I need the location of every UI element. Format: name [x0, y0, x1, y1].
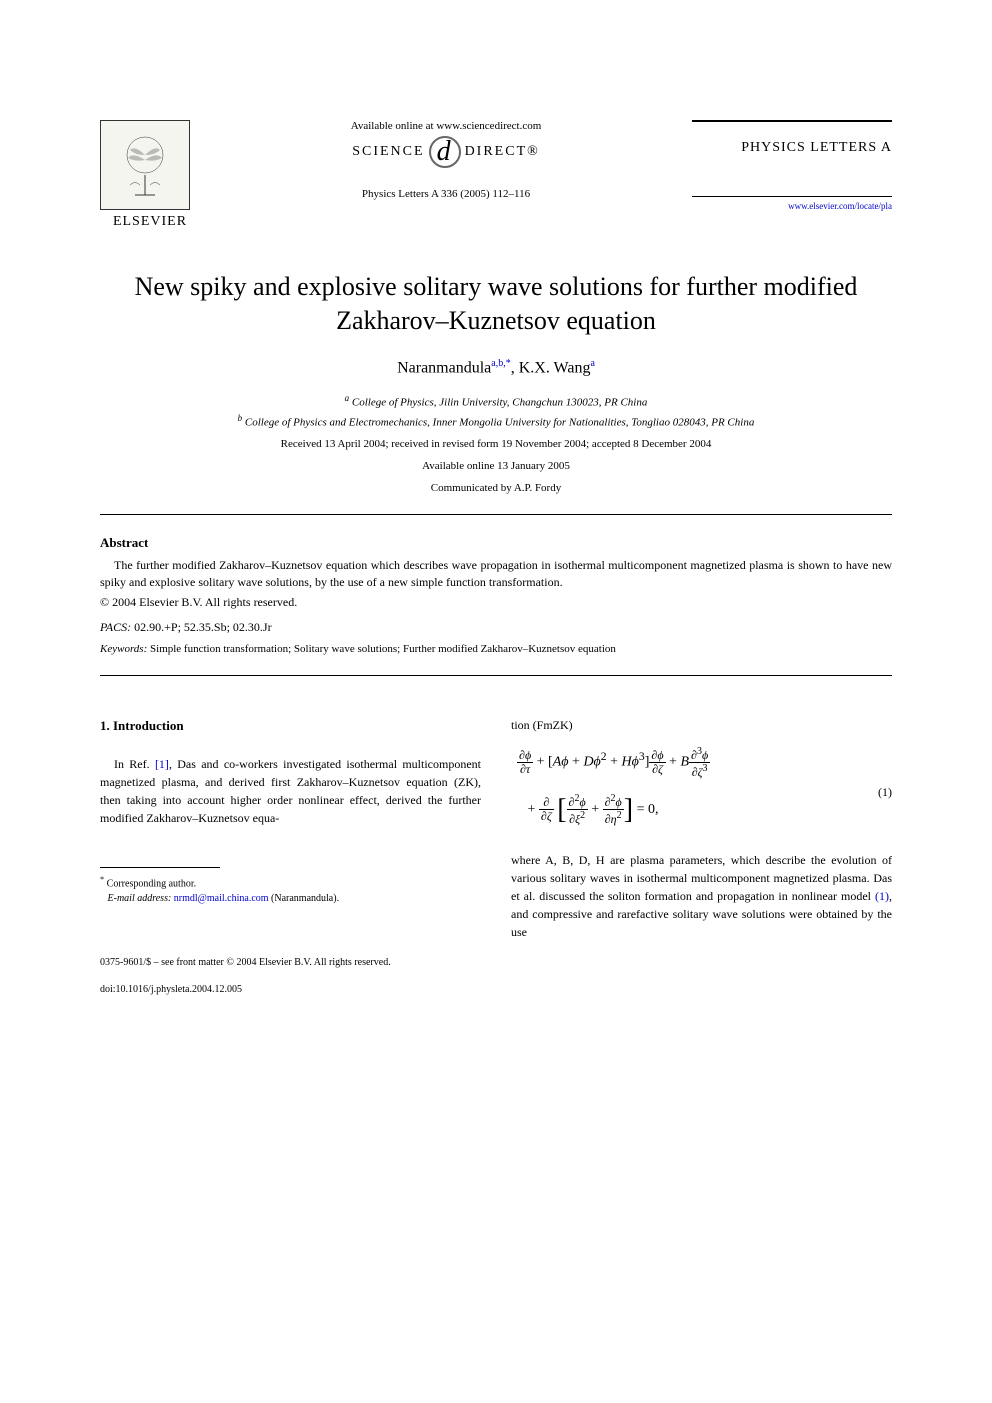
affiliation-a: a College of Physics, Jilin University, …: [100, 393, 892, 409]
pacs-line: PACS: 02.90.+P; 52.35.Sb; 02.30.Jr: [100, 620, 892, 635]
publisher-name: ELSEVIER: [100, 214, 200, 230]
abstract-bottom-rule: [100, 675, 892, 676]
body-columns: 1. Introduction In Ref. [1], Das and co-…: [100, 716, 892, 941]
intro-continuation: tion (FmZK): [511, 716, 892, 734]
left-column: 1. Introduction In Ref. [1], Das and co-…: [100, 716, 481, 941]
equation-1-number: (1): [878, 783, 892, 801]
front-matter-line: 0375-9601/$ – see front matter © 2004 El…: [100, 957, 892, 968]
center-header: Available online at www.sciencedirect.co…: [200, 120, 692, 200]
journal-reference: Physics Letters A 336 (2005) 112–116: [220, 188, 672, 200]
sd-left: SCIENCE: [352, 144, 424, 160]
pacs-codes: 02.90.+P; 52.35.Sb; 02.30.Jr: [134, 620, 271, 634]
journal-url[interactable]: www.elsevier.com/locate/pla: [692, 201, 892, 211]
sd-d-icon: d: [429, 136, 461, 168]
doi-line: doi:10.1016/j.physleta.2004.12.005: [100, 984, 892, 995]
received-date: Received 13 April 2004; received in revi…: [100, 438, 892, 450]
abstract-copyright: © 2004 Elsevier B.V. All rights reserved…: [100, 595, 892, 610]
available-online-text: Available online at www.sciencedirect.co…: [220, 120, 672, 132]
abstract-top-rule: [100, 514, 892, 515]
authors: Naranmandulaa,b,*, K.X. Wanga: [100, 358, 892, 377]
sciencedirect-logo: SCIENCE d DIRECT®: [220, 136, 672, 168]
equation-1-content: ∂ϕ∂τ + [Aϕ + Dϕ2 + Hϕ3]∂ϕ∂ζ + B∂3ϕ∂ζ3 + …: [511, 744, 710, 841]
article-title: New spiky and explosive solitary wave so…: [100, 270, 892, 338]
intro-paragraph-right: where A, B, D, H are plasma parameters, …: [511, 851, 892, 941]
footnote-separator: [100, 867, 220, 868]
section-1-heading: 1. Introduction: [100, 716, 481, 736]
header-rule-thin: [692, 196, 892, 197]
affiliation-b: b College of Physics and Electromechanic…: [100, 413, 892, 429]
corresponding-footnote: * Corresponding author.: [100, 874, 481, 891]
author-1: Naranmandula: [397, 359, 491, 376]
intro-paragraph-left: In Ref. [1], Das and co-workers investig…: [100, 755, 481, 827]
email-footnote: E-mail address: nrmdl@mail.china.com (Na…: [100, 892, 481, 906]
communicated-by: Communicated by A.P. Fordy: [100, 482, 892, 494]
sd-right: DIRECT®: [465, 144, 540, 160]
author-1-affil[interactable]: a,b,*: [491, 358, 510, 369]
ref-1-link[interactable]: [1]: [155, 757, 169, 771]
keywords-line: Keywords: Simple function transformation…: [100, 643, 892, 655]
pacs-label: PACS:: [100, 620, 131, 634]
author-email[interactable]: nrmdl@mail.china.com: [174, 893, 269, 904]
page-header: ELSEVIER Available online at www.science…: [100, 120, 892, 230]
equation-1: ∂ϕ∂τ + [Aϕ + Dϕ2 + Hϕ3]∂ϕ∂ζ + B∂3ϕ∂ζ3 + …: [511, 744, 892, 841]
abstract-text: The further modified Zakharov–Kuznetsov …: [100, 557, 892, 591]
header-rule-thick: [692, 120, 892, 122]
keywords-label: Keywords:: [100, 643, 147, 655]
author-2: , K.X. Wang: [511, 359, 591, 376]
keywords-text: Simple function transformation; Solitary…: [150, 643, 616, 655]
right-header: PHYSICS LETTERS A www.elsevier.com/locat…: [692, 120, 892, 211]
publisher-logo: ELSEVIER: [100, 120, 200, 230]
eq-1-ref-link[interactable]: (1): [875, 889, 889, 903]
journal-name: PHYSICS LETTERS A: [692, 140, 892, 156]
available-date: Available online 13 January 2005: [100, 460, 892, 472]
abstract-heading: Abstract: [100, 535, 892, 551]
elsevier-tree-icon: [100, 120, 190, 210]
right-column: tion (FmZK) ∂ϕ∂τ + [Aϕ + Dϕ2 + Hϕ3]∂ϕ∂ζ …: [511, 716, 892, 941]
author-2-affil[interactable]: a: [590, 358, 594, 369]
